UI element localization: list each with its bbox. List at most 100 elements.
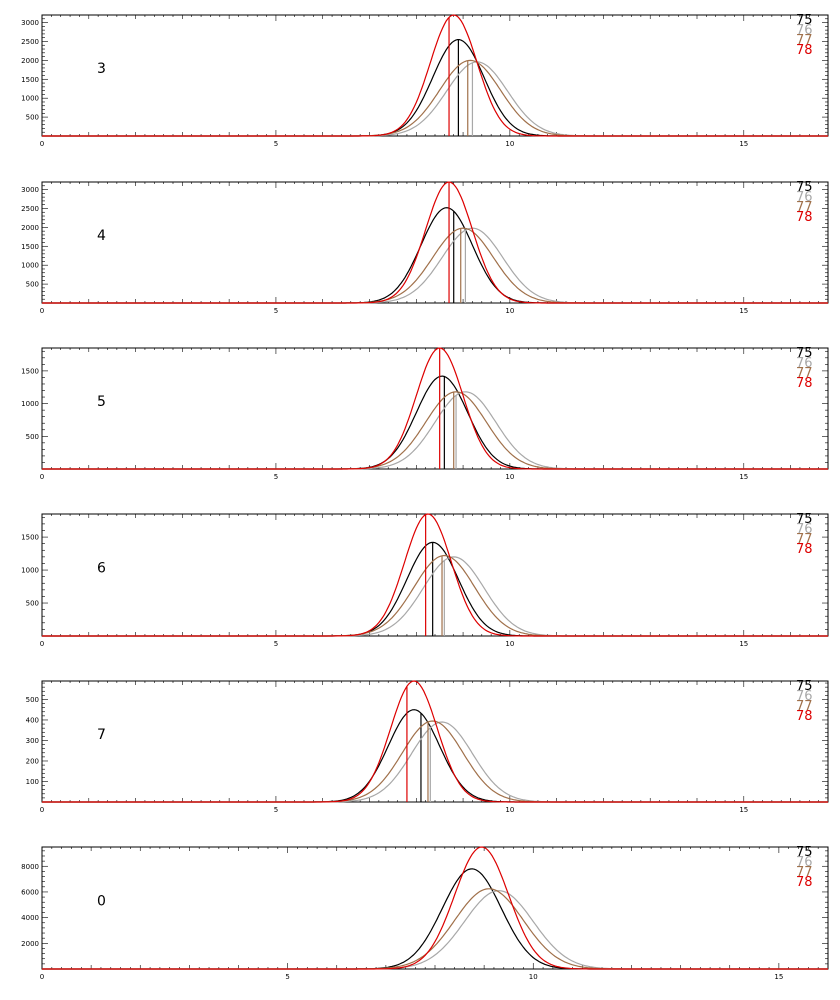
y-tick-label: 300 [26, 737, 39, 745]
series-line-78 [42, 846, 828, 970]
series-line-78 [42, 513, 828, 637]
series-line-77 [42, 227, 828, 304]
x-tick-label: 0 [40, 973, 44, 981]
legend-entry: 77 [796, 33, 813, 48]
x-tick-label: 0 [40, 140, 44, 148]
series-line-75 [42, 207, 828, 304]
y-tick-label: 3000 [21, 186, 39, 194]
series-line-77 [42, 720, 828, 803]
legend-entry: 76 [796, 522, 813, 537]
panel-number-label: 6 [97, 561, 106, 577]
series-line-75 [42, 868, 828, 970]
x-tick-label: 15 [739, 473, 748, 481]
x-tick-label: 0 [40, 473, 44, 481]
x-tick-label: 10 [505, 473, 514, 481]
y-tick-label: 500 [26, 114, 39, 122]
x-tick-label: 10 [505, 806, 514, 814]
y-tick-label: 1000 [21, 567, 39, 575]
x-tick-label: 0 [40, 640, 44, 648]
series-line-78 [42, 680, 828, 803]
y-tick-label: 3000 [21, 19, 39, 27]
x-tick-label: 10 [505, 640, 514, 648]
legend-entry: 77 [796, 865, 813, 880]
series-line-75 [42, 541, 828, 637]
x-tick-label: 5 [274, 473, 278, 481]
series-line-76 [42, 227, 828, 304]
y-tick-label: 1500 [21, 367, 39, 375]
legend-entry: 78 [796, 43, 813, 58]
x-tick-label: 15 [739, 640, 748, 648]
legend-entry: 78 [796, 210, 813, 225]
legend-entry: 77 [796, 699, 813, 714]
x-tick-label: 0 [40, 806, 44, 814]
legend-entry: 78 [796, 709, 813, 724]
y-tick-label: 200 [26, 757, 39, 765]
panel-number-label: 0 [97, 894, 106, 910]
y-tick-label: 2500 [21, 38, 39, 46]
series-line-76 [42, 391, 828, 470]
y-tick-label: 2500 [21, 205, 39, 213]
x-tick-label: 15 [739, 140, 748, 148]
panel-number-label: 3 [97, 61, 106, 77]
y-tick-label: 2000 [21, 224, 39, 232]
y-tick-label: 500 [26, 281, 39, 289]
legend-entry: 76 [796, 689, 813, 704]
y-tick-label: 2000 [21, 940, 39, 948]
plot-frame [41, 14, 829, 137]
legend-entry: 78 [796, 875, 813, 890]
series-line-76 [42, 556, 828, 637]
legend-entry: 78 [796, 376, 813, 391]
legend-entry: 77 [796, 532, 813, 547]
legend-entry: 75 [796, 13, 813, 28]
series-line-77 [42, 554, 828, 637]
y-tick-label: 8000 [21, 863, 39, 871]
y-tick-label: 1500 [21, 243, 39, 251]
plot-frame [41, 846, 829, 970]
series-line-76 [42, 721, 828, 803]
x-tick-label: 5 [274, 806, 278, 814]
legend-entry: 76 [796, 23, 813, 38]
x-tick-label: 15 [739, 806, 748, 814]
panel-number-label: 4 [97, 228, 106, 244]
legend-entry: 75 [796, 346, 813, 361]
legend-entry: 76 [796, 356, 813, 371]
y-tick-label: 500 [26, 433, 39, 441]
plot-frame [41, 181, 829, 304]
y-tick-label: 400 [26, 716, 39, 724]
y-tick-label: 500 [26, 696, 39, 704]
series-line-78 [42, 181, 828, 304]
y-tick-label: 2000 [21, 57, 39, 65]
y-tick-label: 1000 [21, 400, 39, 408]
series-line-76 [42, 890, 828, 970]
y-tick-label: 1000 [21, 95, 39, 103]
plot-frame [41, 680, 829, 803]
legend-entry: 76 [796, 190, 813, 205]
legend-entry: 77 [796, 366, 813, 381]
legend-entry: 75 [796, 180, 813, 195]
y-tick-label: 1500 [21, 76, 39, 84]
series-line-78 [42, 14, 828, 137]
y-tick-label: 6000 [21, 888, 39, 896]
x-tick-label: 5 [274, 307, 278, 315]
x-tick-label: 5 [274, 640, 278, 648]
legend-entry: 75 [796, 845, 813, 860]
panel-number-label: 5 [97, 394, 106, 410]
x-tick-label: 5 [274, 140, 278, 148]
y-tick-label: 100 [26, 778, 39, 786]
x-tick-label: 0 [40, 307, 44, 315]
series-line-77 [42, 391, 828, 470]
panel-number-label: 7 [97, 727, 106, 743]
series-line-77 [42, 888, 828, 970]
x-tick-label: 15 [739, 307, 748, 315]
legend-entry: 77 [796, 200, 813, 215]
x-tick-label: 10 [529, 973, 538, 981]
legend-entry: 75 [796, 679, 813, 694]
y-tick-label: 500 [26, 600, 39, 608]
x-tick-label: 15 [774, 973, 783, 981]
legend-entry: 76 [796, 855, 813, 870]
